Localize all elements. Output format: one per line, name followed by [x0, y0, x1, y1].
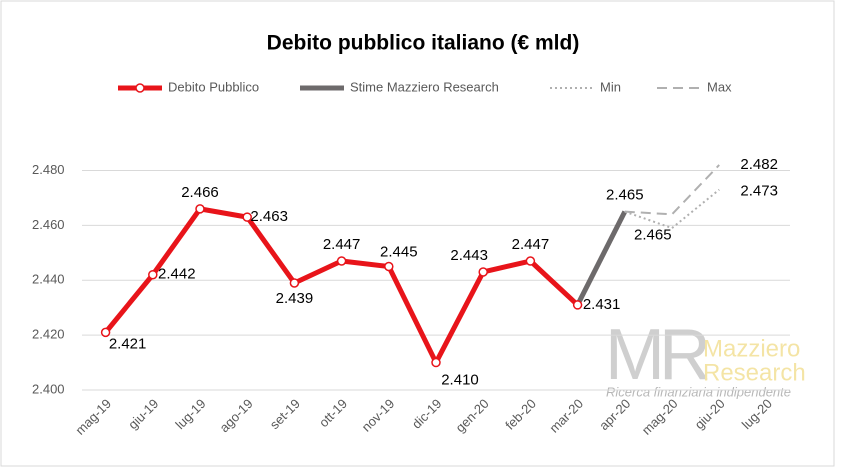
legend-label: Max	[707, 79, 732, 94]
data-label: 2.442	[158, 266, 196, 283]
point-marker	[242, 212, 252, 222]
legend-marker	[135, 83, 145, 93]
data-label: 2.431	[583, 296, 621, 313]
data-label: 2.447	[512, 236, 550, 253]
data-label: 2.439	[276, 290, 314, 307]
watermark-tagline: Ricerca finanziaria indipendente	[606, 384, 791, 399]
data-label: 2.465	[634, 227, 672, 244]
data-label: 2.473	[740, 183, 778, 200]
point-marker	[148, 269, 158, 280]
data-label: 2.445	[380, 243, 418, 260]
y-tick-label: 2.400	[32, 381, 65, 396]
data-label: 2.465	[606, 187, 644, 204]
y-tick-label: 2.420	[32, 327, 65, 342]
data-label: 2.463	[250, 208, 288, 225]
point-marker	[100, 327, 111, 338]
watermark-text: Research	[703, 359, 806, 386]
point-marker	[525, 256, 536, 266]
legend-label: Debito Pubblico	[168, 79, 259, 94]
point-marker	[195, 204, 205, 214]
data-label: 2.421	[109, 335, 147, 352]
data-label: 2.443	[450, 247, 488, 264]
legend-label: Stime Mazziero Research	[350, 79, 499, 94]
data-label: 2.466	[181, 184, 219, 201]
data-label: 2.447	[323, 236, 361, 253]
y-tick-label: 2.480	[32, 162, 65, 177]
data-label: 2.410	[441, 372, 479, 389]
series-line	[575, 210, 628, 307]
chart-title: Debito pubblico italiano (€ mld)	[267, 32, 580, 55]
point-marker	[478, 267, 488, 277]
data-label: 2.482	[740, 156, 778, 173]
point-marker	[572, 300, 583, 310]
watermark-logo: MR	[605, 315, 708, 395]
point-marker	[289, 278, 300, 288]
series-line	[624, 188, 720, 230]
legend-label: Min	[600, 79, 621, 94]
chart-border	[0, 0, 835, 467]
watermark: MR Mazziero Research Ricerca finanziaria…	[605, 315, 806, 399]
point-marker	[431, 357, 441, 368]
y-tick-label: 2.460	[32, 217, 65, 232]
y-tick-label: 2.440	[32, 272, 65, 287]
watermark-text: Mazziero	[703, 335, 800, 362]
point-marker	[384, 261, 394, 272]
point-marker	[336, 256, 347, 266]
